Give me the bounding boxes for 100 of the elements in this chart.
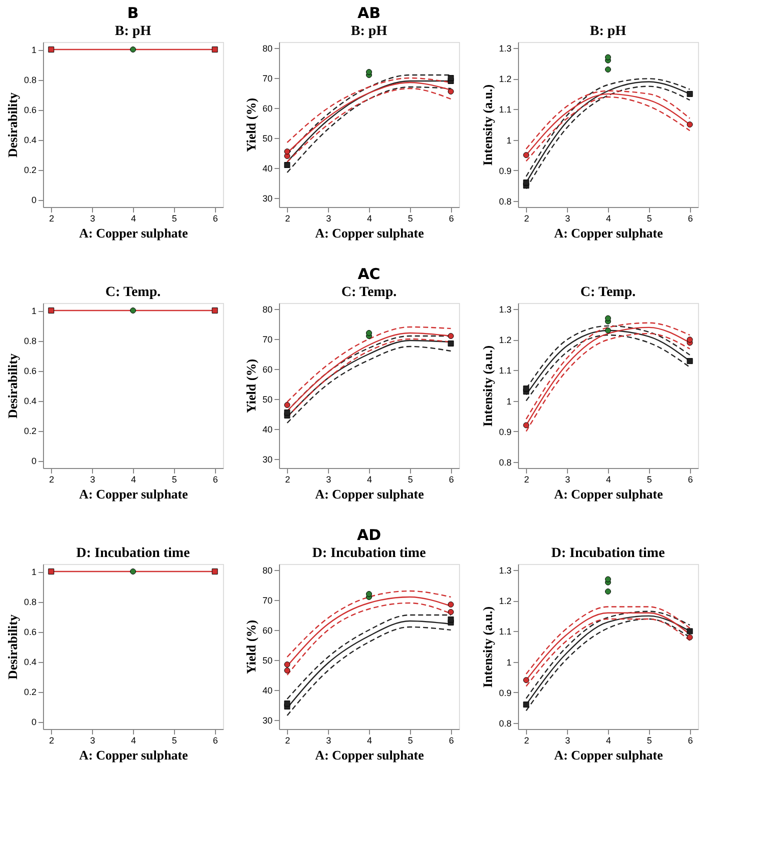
y-tick-label: 0	[31, 195, 36, 205]
y-tick-label: 30	[262, 194, 272, 204]
x-tick-label: 4	[130, 214, 136, 224]
point	[523, 180, 530, 186]
x-tick-label: 4	[366, 214, 372, 224]
y-tick-label: 1	[31, 306, 36, 316]
x-tick-label: 2	[49, 736, 54, 746]
x-tick-label: 5	[408, 736, 413, 746]
x-tick-label: 3	[565, 474, 570, 484]
y-axis-title: Intensity (a.u.)	[480, 606, 495, 688]
y-tick-label: 1.2	[498, 335, 512, 346]
y-tick-label: 30	[262, 454, 272, 464]
x-tick-label: 6	[448, 474, 454, 484]
x-tick-label: 3	[565, 214, 570, 224]
x-tick-label: 5	[646, 214, 652, 224]
point	[284, 410, 290, 416]
y-tick-label: 1.3	[498, 566, 512, 576]
point	[448, 340, 454, 346]
y-tick-label: 0.4	[24, 657, 36, 667]
x-tick-label: 6	[688, 214, 693, 224]
x-tick-label: 6	[448, 736, 454, 746]
point	[686, 628, 693, 634]
chart-title: B: pH	[114, 24, 152, 39]
x-axis-title: A: Copper sulphate	[79, 486, 188, 502]
y-tick-label: 40	[262, 164, 272, 174]
y-axis-title: Intensity (a.u.)	[480, 345, 495, 427]
point	[448, 602, 454, 608]
x-axis-title: A: Copper sulphate	[315, 748, 424, 762]
y-tick-label: 0.8	[498, 196, 512, 206]
y-tick-label: 70	[262, 596, 272, 606]
point	[686, 122, 693, 128]
y-tick-label: 1.3	[498, 304, 512, 315]
y-tick-label: 1.1	[498, 104, 512, 115]
point	[605, 54, 611, 60]
x-axis-title: A: Copper sulphate	[79, 748, 188, 762]
y-tick-label: 50	[262, 394, 272, 404]
x-tick-label: 6	[688, 736, 693, 746]
y-tick-label: 0	[31, 456, 36, 466]
chart-title: B: pH	[350, 24, 388, 39]
x-tick-label: 5	[172, 474, 177, 484]
point	[284, 662, 290, 668]
x-tick-label: 5	[646, 474, 652, 484]
point	[448, 88, 454, 94]
x-tick-label: 6	[448, 214, 454, 224]
x-axis-title: A: Copper sulphate	[315, 486, 424, 502]
y-tick-label: 1	[506, 396, 512, 406]
point	[523, 677, 530, 684]
x-tick-label: 2	[524, 474, 530, 484]
y-tick-label: 80	[262, 44, 272, 54]
chart-title: D: Incubation time	[76, 546, 190, 561]
y-tick-label: 80	[262, 566, 272, 576]
y-tick-label: 0.8	[498, 718, 512, 728]
x-tick-label: 3	[326, 474, 332, 484]
x-tick-label: 3	[326, 214, 332, 224]
chart-title: D: Incubation time	[551, 546, 665, 561]
x-tick-label: 3	[326, 736, 332, 746]
x-tick-label: 5	[646, 736, 652, 746]
point	[686, 634, 693, 640]
y-axis-title: Intensity (a.u.)	[480, 84, 495, 166]
point	[284, 162, 290, 168]
y-tick-label: 60	[262, 104, 272, 114]
y-tick-label: 0.6	[24, 105, 36, 115]
point	[284, 148, 290, 154]
y-tick-label: 60	[262, 626, 272, 636]
y-tick-label: 40	[262, 686, 272, 696]
chart-title: C: Temp.	[341, 285, 397, 300]
x-tick-label: 4	[606, 214, 612, 224]
y-tick-label: 70	[262, 74, 272, 84]
point	[448, 75, 454, 81]
y-tick-label: 0.9	[498, 688, 512, 698]
x-tick-label: 4	[366, 474, 372, 484]
point	[448, 609, 454, 615]
point	[686, 90, 693, 97]
x-axis-title: A: Copper sulphate	[554, 748, 664, 762]
chart-title: C: Temp.	[105, 285, 161, 300]
x-tick-label: 2	[524, 736, 530, 746]
y-tick-label: 30	[262, 716, 272, 726]
point	[284, 402, 290, 408]
y-axis-title: Yield (%)	[243, 620, 258, 674]
y-axis-title: Yield (%)	[243, 98, 258, 152]
x-tick-label: 4	[130, 474, 136, 484]
point	[605, 588, 611, 594]
y-tick-label: 1	[31, 567, 36, 577]
x-tick-label: 6	[212, 474, 218, 484]
x-tick-label: 2	[285, 214, 290, 224]
y-tick-label: 70	[262, 334, 272, 344]
point	[523, 422, 530, 428]
point	[366, 330, 372, 336]
text: AD	[356, 526, 382, 544]
point	[366, 69, 372, 75]
chart-title: B: pH	[590, 24, 626, 39]
y-tick-label: 1.2	[498, 596, 512, 606]
x-tick-label: 2	[524, 214, 530, 224]
x-tick-label: 5	[408, 474, 413, 484]
y-tick-label: 1.2	[498, 74, 512, 84]
x-tick-label: 4	[130, 736, 136, 746]
point	[605, 576, 611, 582]
point	[284, 700, 290, 706]
x-tick-label: 4	[366, 736, 372, 746]
point	[523, 152, 530, 158]
